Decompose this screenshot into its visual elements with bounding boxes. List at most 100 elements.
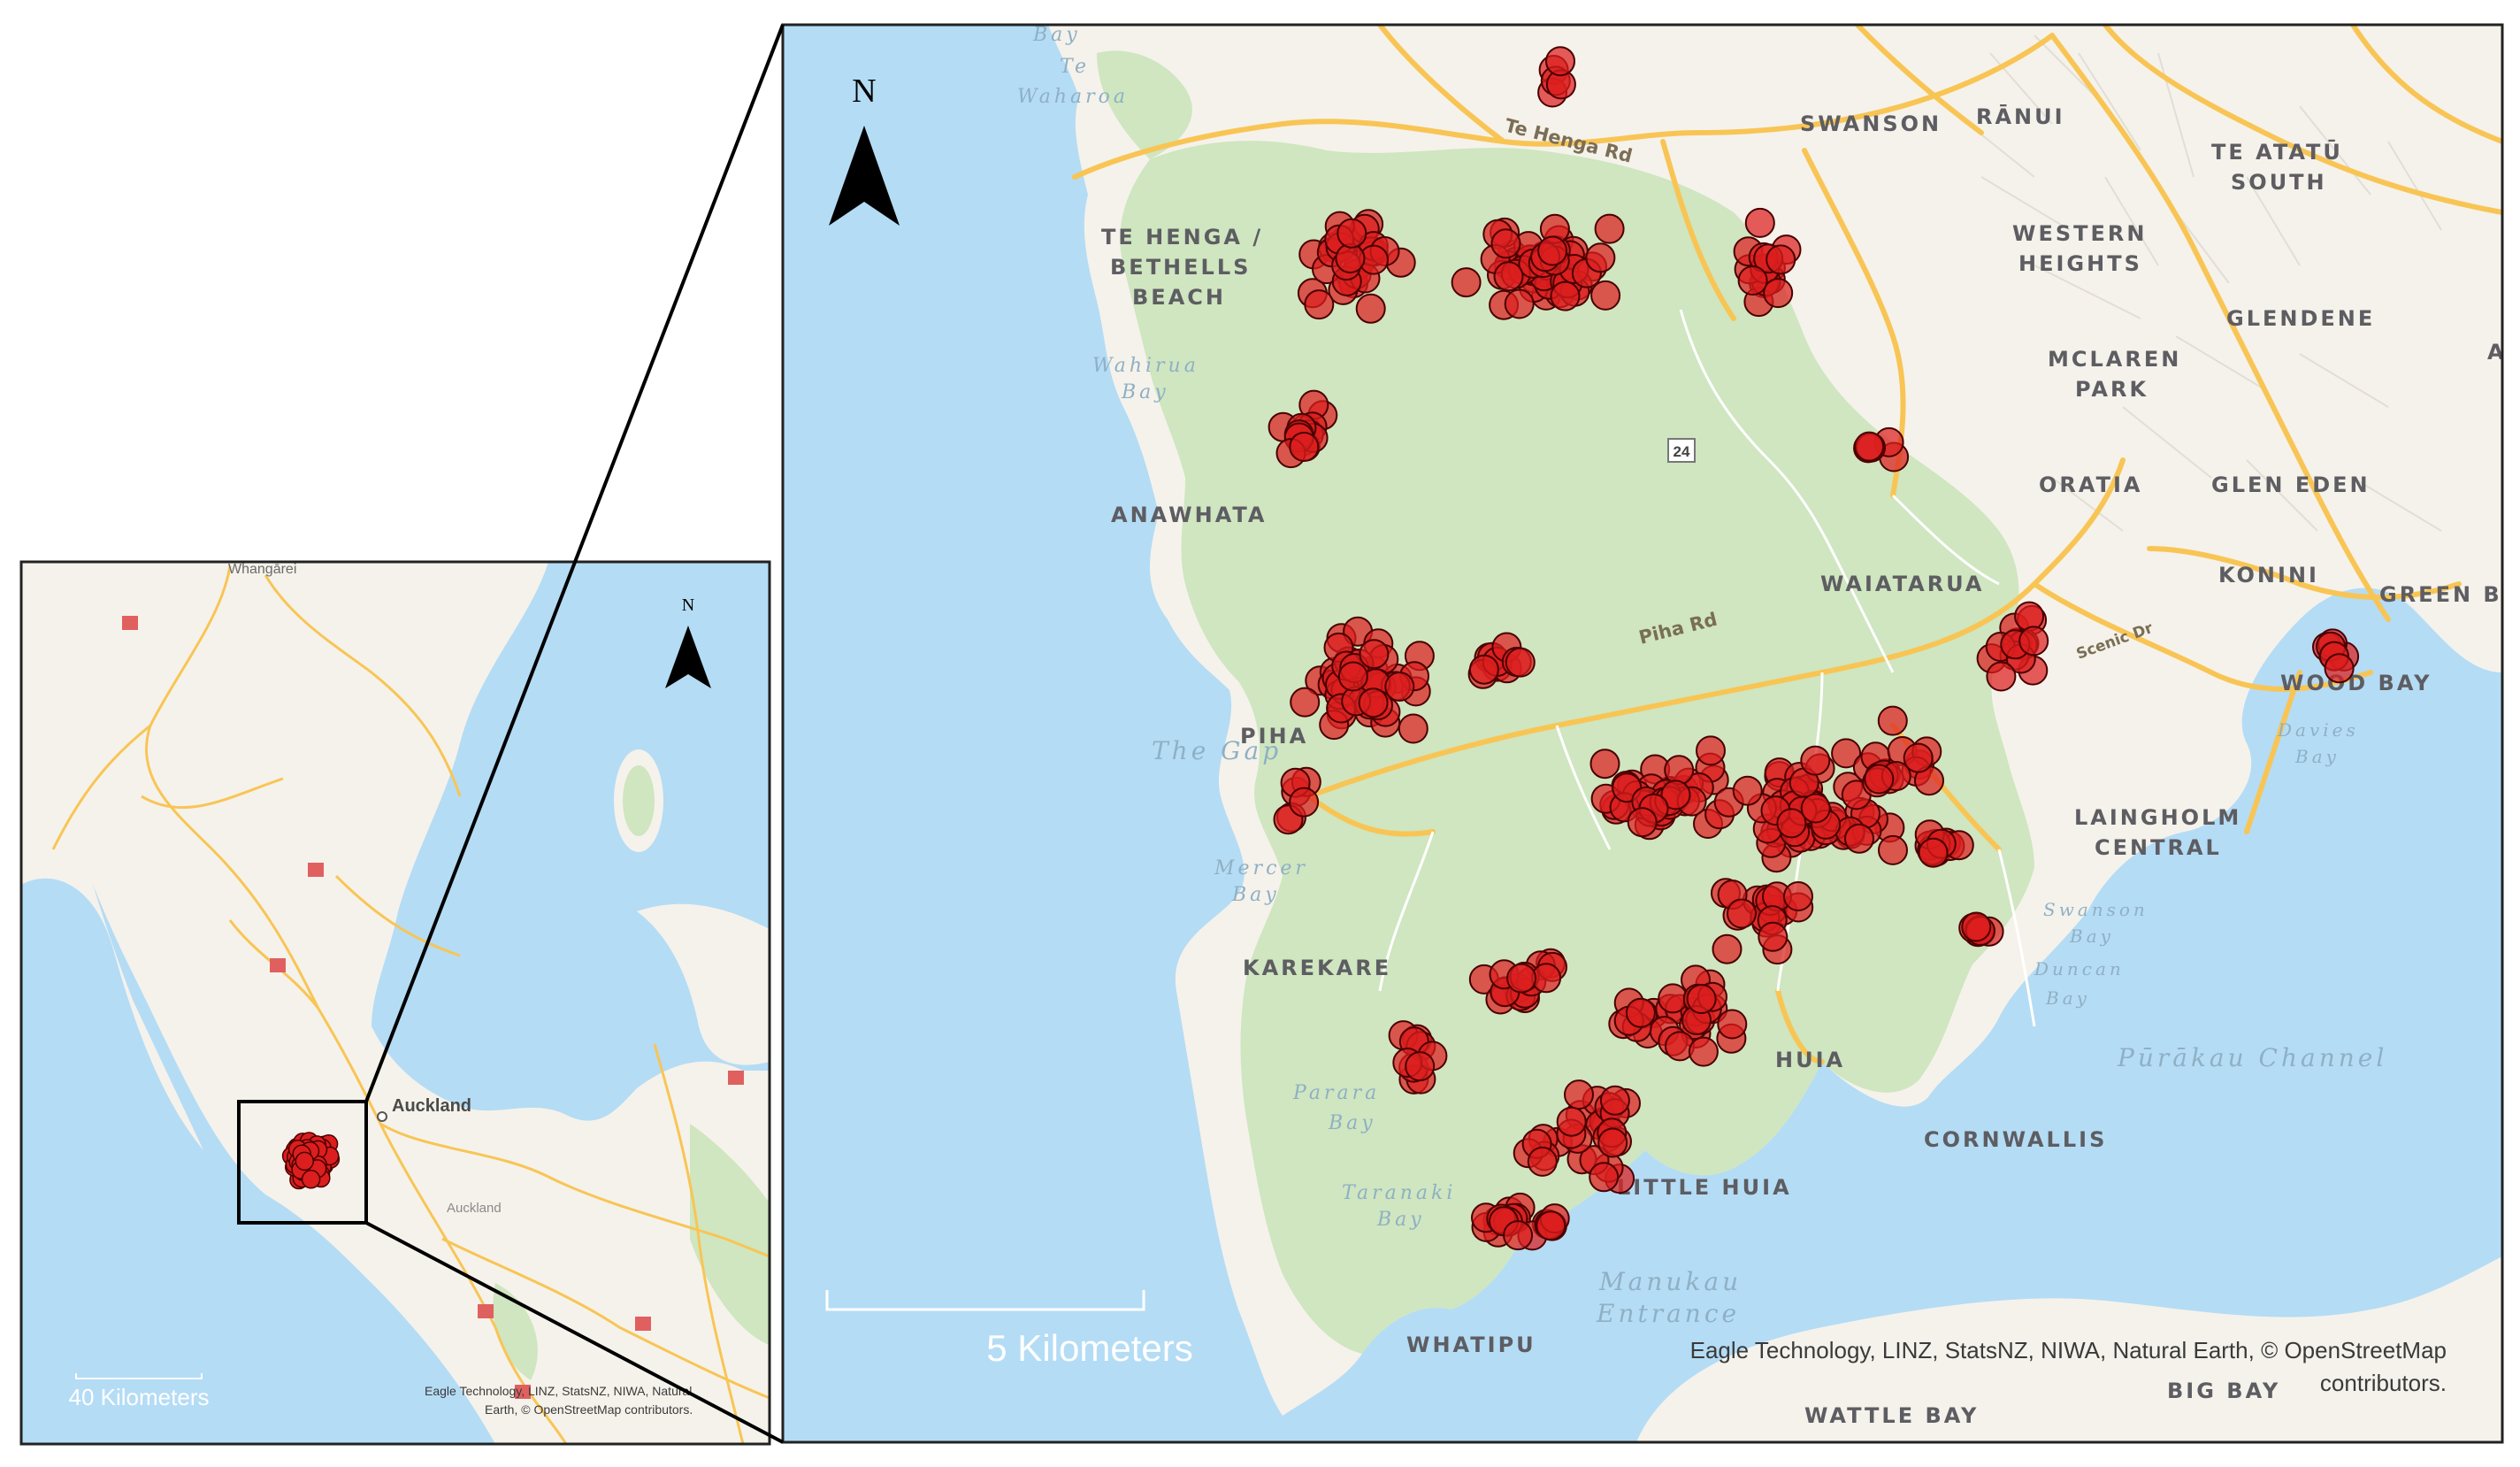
inset-highway-shields bbox=[122, 616, 744, 1399]
occurrence-point bbox=[1599, 1085, 1630, 1116]
occurrence-point bbox=[1766, 244, 1796, 275]
inset-scale-bar bbox=[75, 1373, 203, 1379]
inset-label-auckland: Auckland bbox=[392, 1096, 471, 1116]
inset-mainland bbox=[21, 562, 770, 1444]
occurrence-point bbox=[1717, 1009, 1748, 1040]
occurrence-point bbox=[1763, 278, 1794, 309]
place-glen-eden: GLEN EDEN bbox=[2211, 472, 2371, 497]
place-anawhata: ANAWHATA bbox=[1111, 503, 1268, 527]
water-mercer: Mercer bbox=[1214, 857, 1308, 879]
water-parara-bay: Bay bbox=[1328, 1112, 1376, 1134]
main-north-label: N bbox=[852, 73, 876, 110]
occurrence-point bbox=[1527, 1146, 1558, 1177]
connector-line-bottom bbox=[365, 1221, 784, 1444]
occurrence-point bbox=[1493, 261, 1524, 292]
occurrence-point bbox=[1405, 1051, 1436, 1082]
inset-park-south bbox=[493, 1283, 538, 1380]
occurrence-point bbox=[1289, 787, 1320, 818]
inset-great-barrier-park bbox=[623, 765, 655, 836]
place-ranui: RĀNUI bbox=[1976, 104, 2065, 129]
water-swanson-bay: Swanson bbox=[2043, 899, 2149, 920]
occurrence-point bbox=[1504, 288, 1535, 319]
occurrence-point bbox=[1831, 738, 1862, 769]
occurrence-point bbox=[1589, 1162, 1620, 1193]
occurrence-point bbox=[1398, 713, 1429, 744]
main-park-north bbox=[1097, 50, 1192, 159]
occurrence-point bbox=[1727, 898, 1757, 929]
occurrence-point bbox=[1289, 432, 1320, 462]
place-park: PARK bbox=[2075, 377, 2149, 402]
place-laingholm: LAINGHOLM bbox=[2074, 805, 2241, 830]
occurrence-point bbox=[1783, 881, 1813, 911]
inset-label-whangarei: Whangārei bbox=[228, 562, 296, 577]
place-whatipu: WHATIPU bbox=[1406, 1333, 1536, 1357]
occurrence-point bbox=[1627, 807, 1658, 838]
occurrence-point bbox=[1664, 755, 1695, 786]
water-bay-top: Bay bbox=[1032, 24, 1081, 46]
water-purakau-channel: Pūrākau Channel bbox=[2117, 1043, 2387, 1072]
inset-park-east bbox=[690, 1124, 770, 1345]
occurrence-point bbox=[1744, 207, 1775, 238]
water-wahirua-bay: Bay bbox=[1121, 381, 1169, 403]
main-north-arrow-icon bbox=[829, 126, 900, 226]
occurrence-point bbox=[1737, 265, 1768, 296]
place-karekare: KAREKARE bbox=[1243, 956, 1391, 980]
water-entrance: Entrance bbox=[1596, 1299, 1740, 1328]
main-roads bbox=[1072, 25, 2502, 1064]
connector-line-top bbox=[364, 24, 785, 1102]
occurrence-point bbox=[1564, 1079, 1594, 1110]
occurrence-point bbox=[1903, 742, 1934, 773]
occurrence-point bbox=[1758, 921, 1789, 952]
inset-north-label: N bbox=[682, 595, 694, 615]
occurrence-point bbox=[1878, 834, 1908, 865]
occurrence-point bbox=[1290, 687, 1321, 718]
water-swanson-bay-2: Bay bbox=[2069, 926, 2114, 947]
water-wahirua: Wahirua bbox=[1092, 355, 1199, 377]
main-attribution-line1: Eagle Technology, LINZ, StatsNZ, NIWA, N… bbox=[1690, 1337, 2447, 1363]
occurrence-point bbox=[2018, 626, 2049, 657]
occurrence-point bbox=[1686, 984, 1717, 1014]
main-park-karekare-coast bbox=[1271, 1018, 1304, 1150]
occurrence-point bbox=[1625, 997, 1656, 1028]
inset-label-auckland-region: Auckland bbox=[447, 1201, 502, 1216]
occurrence-point bbox=[1337, 218, 1367, 249]
occurrence-point bbox=[1597, 1127, 1628, 1158]
occurrence-point bbox=[1545, 46, 1575, 77]
place-little-huia: LITTLE HUIA bbox=[1617, 1175, 1792, 1200]
occurrence-point bbox=[1589, 749, 1620, 780]
place-oratia: ORATIA bbox=[2039, 472, 2142, 497]
place-beach: BEACH bbox=[1132, 285, 1226, 310]
inset-waiheke bbox=[497, 1134, 586, 1166]
place-te-henga: TE HENGA / bbox=[1101, 225, 1263, 250]
inset-auckland-dot bbox=[377, 1111, 387, 1122]
occurrence-point bbox=[1800, 745, 1831, 776]
water-the-gap: The Gap bbox=[1152, 736, 1282, 765]
occurrence-point bbox=[2324, 653, 2355, 684]
inset-occurrence-point bbox=[295, 1151, 315, 1171]
occurrence-point bbox=[1556, 1106, 1587, 1137]
occurrence-point bbox=[1537, 235, 1568, 266]
inset-occurrence-point bbox=[301, 1170, 321, 1189]
inset-study-area-box bbox=[237, 1100, 368, 1225]
occurrence-point bbox=[1451, 267, 1482, 298]
occurrence-point bbox=[1854, 431, 1885, 462]
inset-attribution-line1: Eagle Technology, LINZ, StatsNZ, NIWA, N… bbox=[425, 1384, 692, 1398]
route-24-label: 24 bbox=[1674, 443, 1690, 460]
inset-attribution-line2: Earth, © OpenStreetMap contributors. bbox=[485, 1402, 693, 1417]
place-big-bay: BIG BAY bbox=[2167, 1379, 2280, 1403]
occurrence-points bbox=[1268, 46, 2360, 1251]
occurrence-point bbox=[1550, 280, 1581, 311]
water-taranaki-bay: Bay bbox=[1376, 1209, 1425, 1231]
place-western: WESTERN bbox=[2012, 221, 2147, 246]
place-te-atatu-south: SOUTH bbox=[2231, 170, 2327, 195]
place-bethells: BETHELLS bbox=[1110, 255, 1251, 280]
place-cornwallis: CORNWALLIS bbox=[1924, 1127, 2107, 1152]
occurrence-point bbox=[1732, 775, 1763, 806]
place-laingholm-central: CENTRAL bbox=[2095, 835, 2222, 860]
occurrence-point bbox=[1864, 764, 1895, 795]
inset-roads bbox=[51, 565, 770, 1444]
place-wood-bay: WOOD BAY bbox=[2280, 671, 2432, 695]
place-piha: PIHA bbox=[1240, 724, 1308, 749]
occurrence-point bbox=[1800, 793, 1831, 824]
